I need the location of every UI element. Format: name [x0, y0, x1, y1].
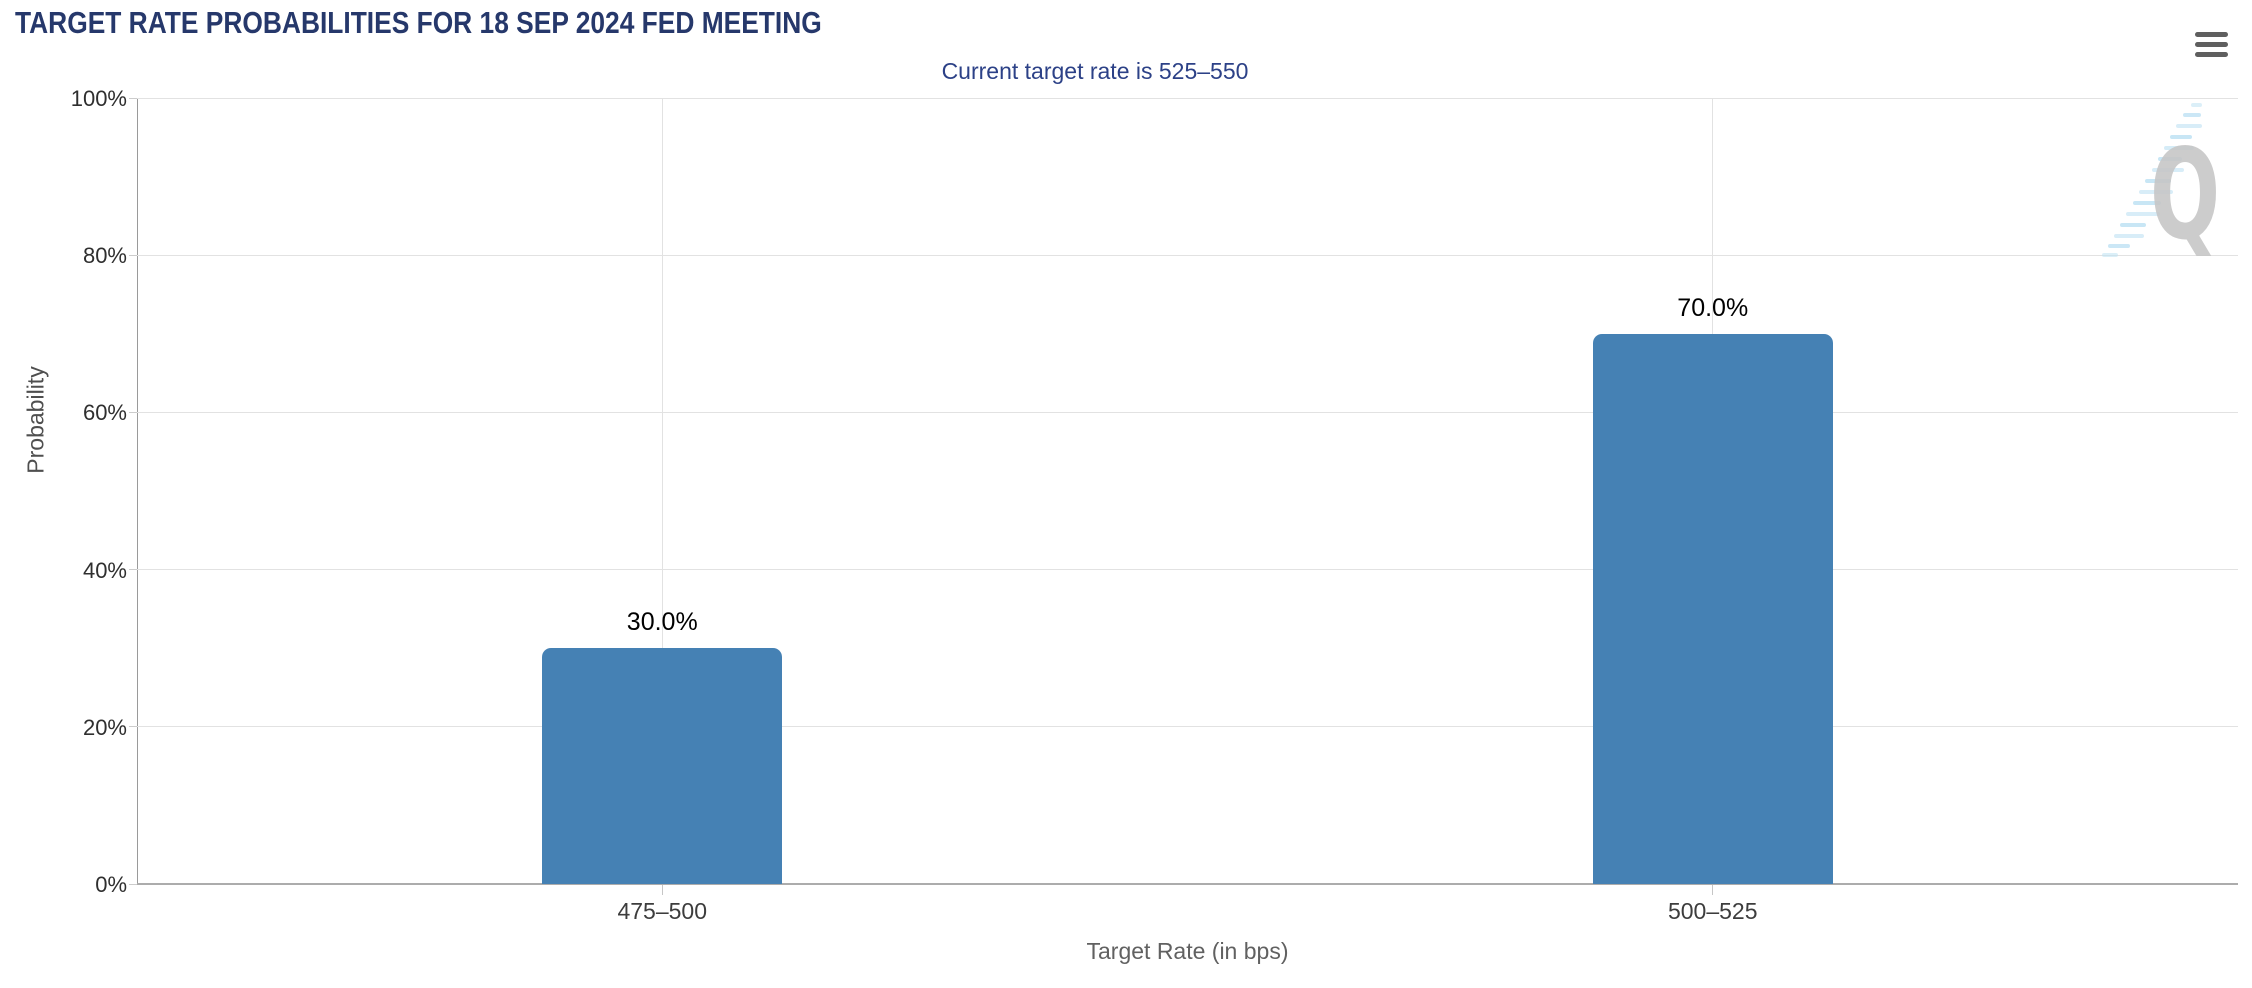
y-tick-label: 100%: [70, 86, 127, 111]
x-tick-label: 475–500: [617, 898, 708, 924]
bar-value-label: 30.0%: [626, 608, 698, 637]
y-tick-mark: [129, 411, 137, 413]
y-axis-line: [137, 98, 138, 884]
y-tick-mark: [129, 569, 137, 571]
plot-area: 30.0% 70.0%: [137, 97, 2238, 884]
x-tick-mark: [1712, 885, 1714, 895]
y-tick-label: 0%: [95, 872, 127, 897]
x-axis-line: [137, 883, 2238, 885]
h-gridline: [137, 411, 2238, 413]
bar-500–525[interactable]: [1592, 333, 1833, 884]
y-tick-mark: [129, 883, 137, 885]
h-gridline: [137, 97, 2238, 99]
x-tick-mark: [661, 885, 663, 895]
chart-context-menu-button[interactable]: [2191, 26, 2233, 62]
v-gridline: [661, 98, 663, 884]
y-tick-mark: [129, 726, 137, 728]
h-gridline: [137, 569, 2238, 571]
h-gridline: [137, 726, 2238, 728]
y-tick-mark: [129, 254, 137, 256]
bar-475–500[interactable]: [542, 648, 783, 884]
x-axis-title: Target Rate (in bps): [1086, 938, 1289, 964]
chart-title: TARGET RATE PROBABILITIES FOR 18 SEP 202…: [15, 5, 822, 40]
y-tick-label: 80%: [82, 243, 127, 269]
x-tick-label: 500–525: [1667, 898, 1758, 924]
y-tick-label: 60%: [82, 400, 127, 426]
y-tick-label: 20%: [82, 714, 127, 740]
bar-value-label: 70.0%: [1677, 293, 1749, 322]
h-gridline: [137, 254, 2238, 256]
y-tick-label: 40%: [82, 557, 127, 583]
chart-subtitle: Current target rate is 525–550: [941, 58, 1249, 84]
y-tick-mark: [129, 97, 137, 99]
